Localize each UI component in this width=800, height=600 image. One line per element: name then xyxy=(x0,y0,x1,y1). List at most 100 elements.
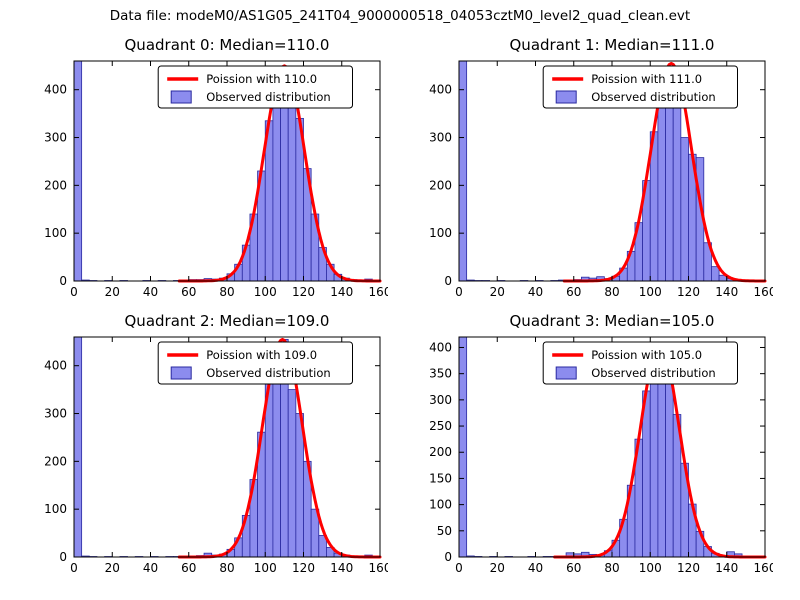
legend-box xyxy=(157,341,353,385)
y-tick-label: 350 xyxy=(429,367,452,381)
quadrant-2-title: Quadrant 2: Median=109.0 xyxy=(124,312,330,330)
quadrant-3-subplot: Quadrant 3: Median=105.0 0 20 40 60 80 100 120… xyxy=(413,310,773,580)
x-tick-label: 40 xyxy=(528,561,543,575)
legend-box xyxy=(542,65,738,109)
quadrant-0-plot: 0 20 40 60 80 100 120 140 160 0 100 200 300 400 Poissi… xyxy=(44,60,388,299)
histogram-bar xyxy=(711,266,720,282)
x-tick-label: 20 xyxy=(105,285,120,299)
y-tick-label: 300 xyxy=(44,131,67,145)
quadrant-1-title: Quadrant 1: Median=111.0 xyxy=(509,36,715,54)
x-tick-label: 160 xyxy=(754,285,773,299)
y-tick-label: 200 xyxy=(429,445,452,459)
histogram-bar xyxy=(680,137,689,282)
x-tick-label: 20 xyxy=(490,561,505,575)
x-tick-label: 60 xyxy=(566,561,581,575)
legend-box xyxy=(542,341,738,385)
y-tick-label: 0 xyxy=(59,550,67,564)
y-tick-label: 250 xyxy=(429,419,452,433)
x-tick-label: 120 xyxy=(292,285,315,299)
y-tick-label: 0 xyxy=(444,550,452,564)
histogram-bar xyxy=(665,370,674,558)
legend-patch-sample xyxy=(170,90,192,104)
x-tick-label: 160 xyxy=(754,561,773,575)
quadrant-2-plot: 0 20 40 60 80 100 120 140 160 0 100 200 300 400 Poissi… xyxy=(44,336,388,575)
x-tick-label: 140 xyxy=(715,285,738,299)
x-tick-label: 80 xyxy=(219,561,234,575)
y-tick-label: 100 xyxy=(44,226,67,240)
y-tick-label: 0 xyxy=(444,274,452,288)
quadrant-2-subplot: Quadrant 2: Median=109.0 0 20 40 60 80 100 120… xyxy=(28,310,388,580)
y-tick-label: 100 xyxy=(429,498,452,512)
x-tick-label: 0 xyxy=(70,285,78,299)
x-tick-label: 20 xyxy=(490,285,505,299)
legend: Poission with 110.0 Observed distribution xyxy=(157,65,353,109)
y-tick-label: 400 xyxy=(44,83,67,97)
x-tick-label: 40 xyxy=(528,285,543,299)
x-tick-label: 120 xyxy=(677,285,700,299)
quadrant-1-plot: 0 20 40 60 80 100 120 140 160 0 100 200 300 400 Poissi… xyxy=(429,60,773,299)
y-tick-label: 300 xyxy=(429,131,452,145)
y-tick-label: 400 xyxy=(429,83,452,97)
y-tick-label: 300 xyxy=(429,393,452,407)
quadrant-1-subplot: Quadrant 1: Median=111.0 0 20 40 60 80 100 120… xyxy=(413,34,773,304)
y-tick-label: 400 xyxy=(44,359,67,373)
y-tick-label: 200 xyxy=(44,178,67,192)
legend-observed-label: Observed distribution xyxy=(591,90,716,104)
x-tick-label: 60 xyxy=(566,285,581,299)
y-tick-label: 150 xyxy=(429,471,452,485)
x-tick-label: 0 xyxy=(455,285,463,299)
quadrant-3-title: Quadrant 3: Median=105.0 xyxy=(509,312,715,330)
x-tick-label: 80 xyxy=(219,285,234,299)
x-tick-label: 120 xyxy=(677,561,700,575)
histogram-bar xyxy=(458,60,468,282)
x-tick-label: 80 xyxy=(604,561,619,575)
x-tick-label: 140 xyxy=(330,561,353,575)
legend-observed-label: Observed distribution xyxy=(206,366,331,380)
histogram-bar xyxy=(73,60,83,282)
legend: Poission with 105.0 Observed distribution xyxy=(542,341,738,385)
y-tick-label: 100 xyxy=(429,226,452,240)
x-tick-label: 100 xyxy=(639,561,662,575)
x-tick-label: 40 xyxy=(143,285,158,299)
histogram-bar xyxy=(642,390,651,558)
quadrant-3-plot: 0 20 40 60 80 100 120 140 160 0 50 100 150 200 250 300 3… xyxy=(429,336,773,575)
legend-poisson-label: Poission with 111.0 xyxy=(591,72,702,86)
histogram-bar xyxy=(287,389,297,558)
y-tick-label: 50 xyxy=(437,524,452,538)
x-tick-label: 140 xyxy=(715,561,738,575)
legend-patch-sample xyxy=(170,366,192,380)
y-tick-label: 200 xyxy=(429,178,452,192)
x-tick-label: 100 xyxy=(254,285,277,299)
quadrant-0-title: Quadrant 0: Median=110.0 xyxy=(124,36,330,54)
legend: Poission with 111.0 Observed distribution xyxy=(542,65,738,109)
x-tick-label: 120 xyxy=(292,561,315,575)
legend-patch-sample xyxy=(555,90,577,104)
y-tick-label: 200 xyxy=(44,454,67,468)
y-tick-label: 0 xyxy=(59,274,67,288)
legend-poisson-label: Poission with 105.0 xyxy=(591,348,702,362)
y-tick-label: 300 xyxy=(44,407,67,421)
histogram-bar xyxy=(649,355,659,558)
histogram-bar xyxy=(272,82,281,282)
legend-poisson-label: Poission with 110.0 xyxy=(206,72,317,86)
legend-observed-label: Observed distribution xyxy=(206,90,331,104)
legend-patch-sample xyxy=(555,366,577,380)
histogram-bar xyxy=(458,336,468,558)
x-tick-label: 140 xyxy=(330,285,353,299)
legend: Poission with 109.0 Observed distribution xyxy=(157,341,353,385)
legend-poisson-label: Poission with 109.0 xyxy=(206,348,317,362)
x-tick-label: 80 xyxy=(604,285,619,299)
x-tick-label: 0 xyxy=(455,561,463,575)
histogram-bar xyxy=(657,88,666,282)
x-tick-label: 100 xyxy=(639,285,662,299)
x-tick-label: 60 xyxy=(181,285,196,299)
histogram-bar xyxy=(73,336,83,558)
x-tick-label: 0 xyxy=(70,561,78,575)
x-tick-label: 40 xyxy=(143,561,158,575)
y-tick-label: 100 xyxy=(44,502,67,516)
legend-box xyxy=(157,65,353,109)
legend-observed-label: Observed distribution xyxy=(591,366,716,380)
x-tick-label: 160 xyxy=(369,285,388,299)
figure-title: Data file: modeM0/AS1G05_241T04_90000005… xyxy=(109,8,691,24)
y-tick-label: 400 xyxy=(429,340,452,354)
